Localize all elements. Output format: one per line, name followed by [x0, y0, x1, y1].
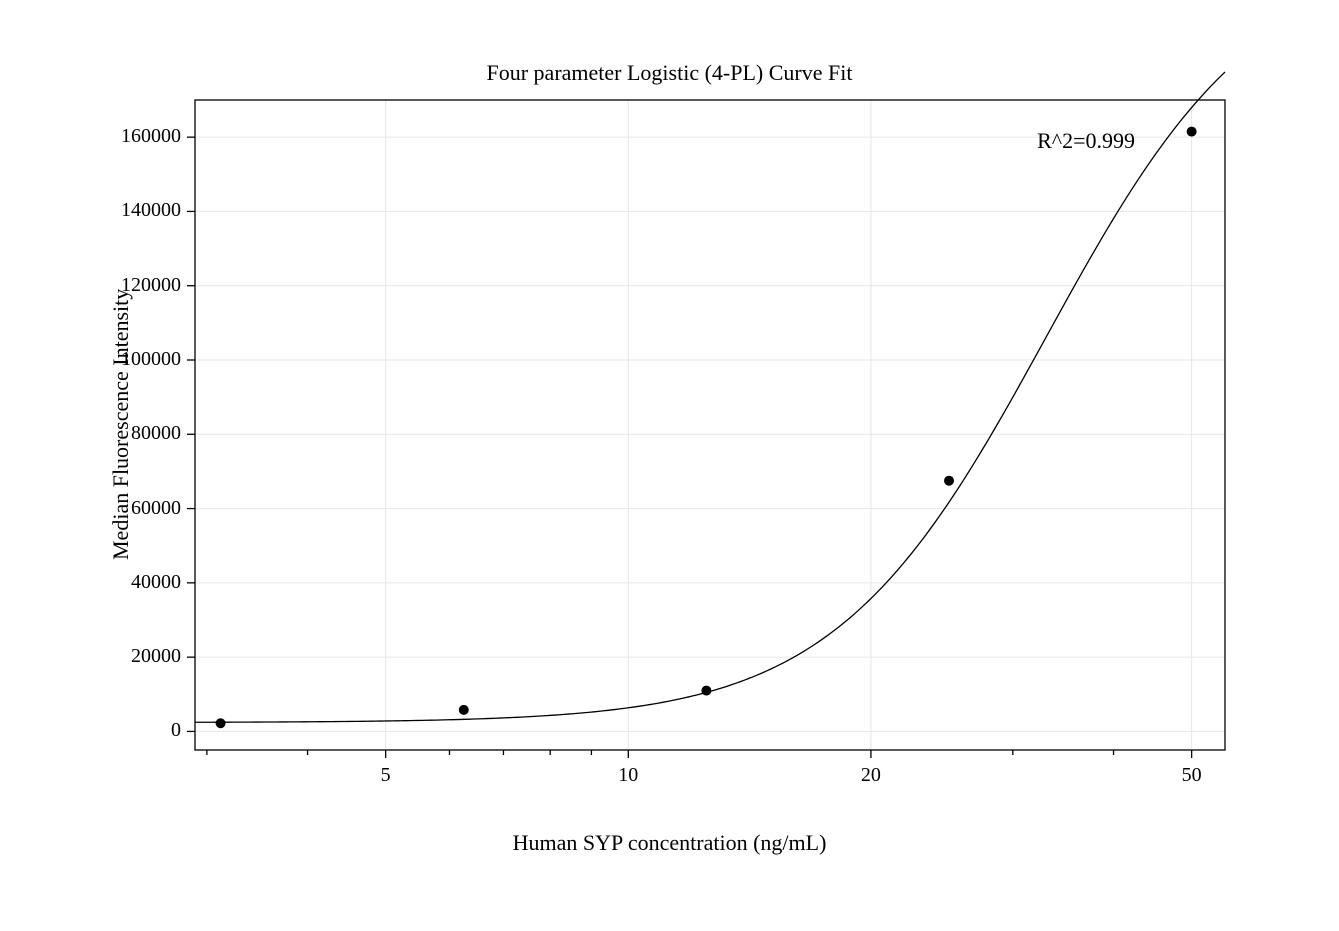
chart-container: Four parameter Logistic (4-PL) Curve Fit… [0, 0, 1339, 931]
y-tick-label: 60000 [0, 497, 181, 520]
y-tick-label: 80000 [0, 422, 181, 445]
y-tick-label: 160000 [0, 125, 181, 148]
y-tick-label: 0 [0, 719, 181, 742]
x-tick-label: 50 [1152, 764, 1232, 787]
y-tick-label: 40000 [0, 571, 181, 594]
chart-title: Four parameter Logistic (4-PL) Curve Fit [0, 60, 1339, 86]
y-tick-label: 120000 [0, 274, 181, 297]
y-tick-label: 140000 [0, 199, 181, 222]
r-squared-annotation: R^2=0.999 [1037, 128, 1135, 154]
y-tick-label: 100000 [0, 348, 181, 371]
y-tick-label: 20000 [0, 645, 181, 668]
x-tick-label: 20 [831, 764, 911, 787]
x-axis-label: Human SYP concentration (ng/mL) [0, 830, 1339, 856]
x-tick-label: 10 [588, 764, 668, 787]
x-tick-label: 5 [346, 764, 426, 787]
chart-svg [0, 0, 1339, 931]
